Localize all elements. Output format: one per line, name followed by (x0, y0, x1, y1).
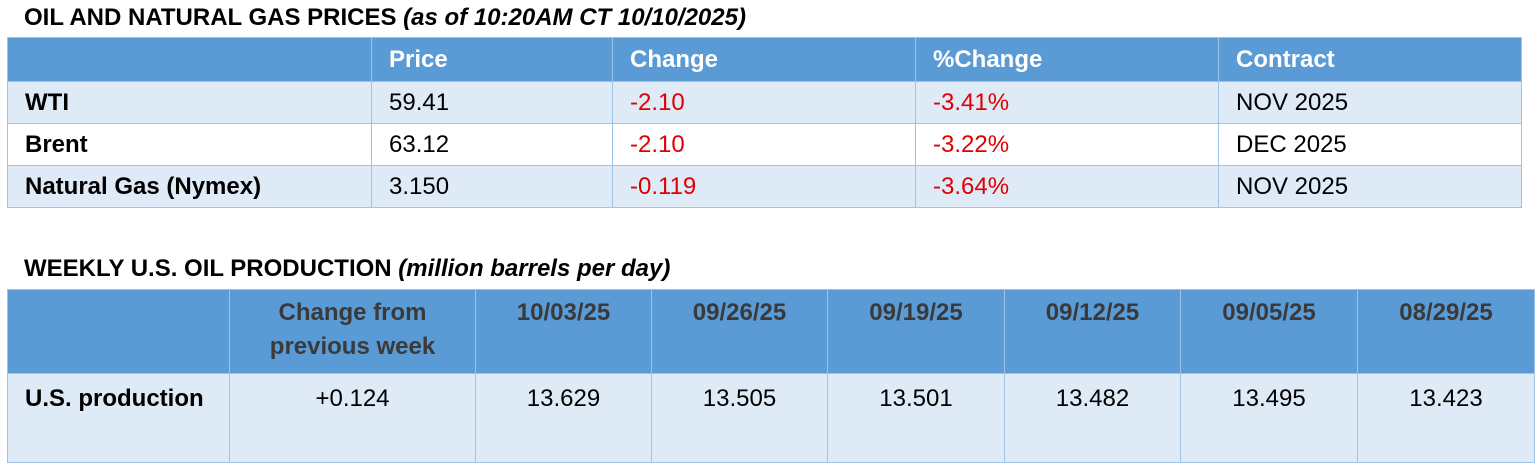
cell: NOV 2025 (1218, 81, 1522, 124)
prices-table: Price Change %Change Contract WTI 59.41 -2.10… (7, 37, 1522, 208)
production-body: U.S. production +0.124 13.629 13.505 13.501 1… (7, 373, 1535, 463)
row-label: WTI (7, 81, 372, 124)
cell: 13.629 (475, 373, 652, 463)
page: OIL AND NATURAL GAS PRICES (as of 10:20A… (7, 4, 1535, 463)
header-row: Price Change %Change Contract (7, 37, 1522, 82)
row-label: Natural Gas (Nymex) (7, 165, 372, 208)
price-row: Brent 63.12 -2.10 -3.22% DEC 2025 (7, 123, 1522, 166)
prices-subtitle: (as of 10:20AM CT 10/10/2025) (403, 4, 746, 31)
prices-title: OIL AND NATURAL GAS PRICES (24, 4, 397, 31)
cell: -2.10 (612, 81, 916, 124)
cell: 13.505 (651, 373, 828, 463)
prices-title-line: OIL AND NATURAL GAS PRICES (as of 10:20A… (24, 4, 746, 32)
production-title: WEEKLY U.S. OIL PRODUCTION (24, 255, 392, 282)
cell: 13.482 (1004, 373, 1181, 463)
cell: 3.150 (371, 165, 613, 208)
header-cell: 08/29/25 (1357, 289, 1535, 374)
row-label: U.S. production (7, 373, 230, 463)
production-subtitle: (million barrels per day) (398, 255, 671, 282)
row-label: Brent (7, 123, 372, 166)
cell: -3.22% (915, 123, 1219, 166)
price-row: WTI 59.41 -2.10 -3.41% NOV 2025 (7, 81, 1522, 124)
header-row: Change from previous week 10/03/25 09/26/2… (7, 289, 1535, 374)
cell: 13.501 (827, 373, 1005, 463)
cell: -0.119 (612, 165, 916, 208)
header-cell: 09/12/25 (1004, 289, 1181, 374)
cell: -2.10 (612, 123, 916, 166)
header-cell: Price (371, 37, 613, 82)
header-cell: Contract (1218, 37, 1522, 82)
cell: NOV 2025 (1218, 165, 1522, 208)
cell: 63.12 (371, 123, 613, 166)
header-cell: 09/05/25 (1180, 289, 1358, 374)
price-row: Natural Gas (Nymex) 3.150 -0.119 -3.64% NOV … (7, 165, 1522, 208)
production-table: Change from previous week 10/03/25 09/26/2… (7, 289, 1535, 463)
prices-body: WTI 59.41 -2.10 -3.41% NOV 2025 Brent 63.12 -2.… (7, 81, 1522, 208)
header-cell: Change from previous week (229, 289, 476, 374)
header-cell: 10/03/25 (475, 289, 652, 374)
cell: -3.41% (915, 81, 1219, 124)
header-cell: Change (612, 37, 916, 82)
production-row: U.S. production +0.124 13.629 13.505 13.501 1… (7, 373, 1535, 463)
cell: -3.64% (915, 165, 1219, 208)
header-cell: %Change (915, 37, 1219, 82)
cell: 59.41 (371, 81, 613, 124)
header-cell: 09/26/25 (651, 289, 828, 374)
production-title-line: WEEKLY U.S. OIL PRODUCTION (million barr… (24, 255, 670, 283)
cell: 13.423 (1357, 373, 1535, 463)
cell: +0.124 (229, 373, 476, 463)
header-cell: 09/19/25 (827, 289, 1005, 374)
header-cell (7, 289, 230, 374)
header-cell (7, 37, 372, 82)
cell: 13.495 (1180, 373, 1358, 463)
cell: DEC 2025 (1218, 123, 1522, 166)
